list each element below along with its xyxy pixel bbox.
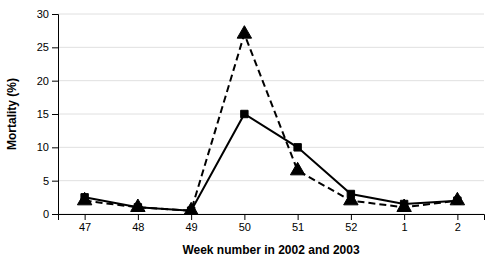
x-tick-label: 50 xyxy=(239,221,251,233)
x-tick-label: 52 xyxy=(345,221,357,233)
x-tick-mark xyxy=(191,214,192,220)
y-tick: 25 xyxy=(37,41,58,53)
marker xyxy=(454,197,461,204)
marker xyxy=(187,207,194,214)
series-layer xyxy=(77,26,464,214)
y-axis: 0 5 10 15 20 25 30 xyxy=(37,8,59,220)
y-tick-label: 0 xyxy=(43,208,49,220)
series-line xyxy=(85,114,458,211)
grid-line xyxy=(58,114,484,115)
marker xyxy=(134,204,141,211)
marker xyxy=(131,199,145,211)
marker xyxy=(294,144,301,151)
marker xyxy=(290,162,304,174)
y-tick-mark xyxy=(52,47,58,48)
marker xyxy=(81,194,88,201)
x-tick-label: 1 xyxy=(402,221,408,233)
x-tick-mark xyxy=(404,214,405,220)
marker xyxy=(397,199,411,211)
marker xyxy=(450,192,464,204)
x-tick-label: 51 xyxy=(292,221,304,233)
y-tick-mark xyxy=(52,114,58,115)
y-axis-title: Mortality (%) xyxy=(5,78,19,150)
marker xyxy=(400,200,407,207)
x-tick-mark xyxy=(138,214,139,220)
x-tick: 47 xyxy=(79,214,91,233)
y-tick: 30 xyxy=(37,8,58,20)
grid-line xyxy=(58,180,484,181)
x-tick-mark xyxy=(457,214,458,220)
grid-line xyxy=(58,47,484,48)
marker xyxy=(237,26,251,38)
y-tick: 15 xyxy=(37,108,58,120)
y-tick: 5 xyxy=(43,175,58,187)
x-tick-label: 47 xyxy=(79,221,91,233)
marker xyxy=(184,202,198,214)
x-tick: 51 xyxy=(292,214,304,233)
x-tick-mark xyxy=(244,214,245,220)
y-tick-label: 20 xyxy=(37,75,49,87)
y-tick: 10 xyxy=(37,141,58,153)
x-tick-label: 49 xyxy=(186,221,198,233)
y-axis-line xyxy=(52,15,59,215)
x-tick-mark xyxy=(351,214,352,220)
series xyxy=(81,110,461,214)
grid-line xyxy=(58,14,484,15)
x-tick: 48 xyxy=(132,214,144,233)
y-tick-mark xyxy=(52,181,58,182)
y-tick-label: 10 xyxy=(37,141,49,153)
grid xyxy=(58,14,484,214)
x-tick: 49 xyxy=(186,214,198,233)
y-tick-mark xyxy=(52,81,58,82)
x-tick: 1 xyxy=(402,214,408,233)
y-tick-label: 15 xyxy=(37,108,49,120)
y-tick-label: 30 xyxy=(37,8,49,20)
marker xyxy=(347,190,354,197)
x-axis-title: Week number in 2002 and 2003 xyxy=(182,243,360,257)
marker xyxy=(241,110,248,117)
chart-svg: 0 5 10 15 20 25 30 47 48 49 50 51 52 1 2 Week number in… xyxy=(0,0,500,264)
grid-line xyxy=(58,80,484,81)
y-tick-mark xyxy=(52,147,58,148)
x-tick: 52 xyxy=(345,214,357,233)
y-tick-label: 5 xyxy=(43,175,49,187)
y-tick-mark xyxy=(52,14,58,15)
grid-line xyxy=(58,147,484,148)
x-axis: 47 48 49 50 51 52 1 2 xyxy=(59,214,485,233)
x-tick: 50 xyxy=(239,214,251,233)
x-axis-line xyxy=(59,215,485,221)
x-tick-mark xyxy=(85,214,86,220)
y-tick: 0 xyxy=(43,208,58,220)
plot: 0 5 10 15 20 25 30 47 48 49 50 51 52 1 2 xyxy=(37,8,485,233)
x-tick-mark xyxy=(298,214,299,220)
y-tick-mark xyxy=(52,214,58,215)
x-tick: 2 xyxy=(455,214,461,233)
series-line xyxy=(85,34,458,211)
y-tick: 20 xyxy=(37,75,58,87)
x-tick-label: 2 xyxy=(455,221,461,233)
x-tick-label: 48 xyxy=(132,221,144,233)
chart-container: 0 5 10 15 20 25 30 47 48 49 50 51 52 1 2 Week number in… xyxy=(0,0,500,264)
y-tick-label: 25 xyxy=(37,41,49,53)
series xyxy=(77,26,464,214)
